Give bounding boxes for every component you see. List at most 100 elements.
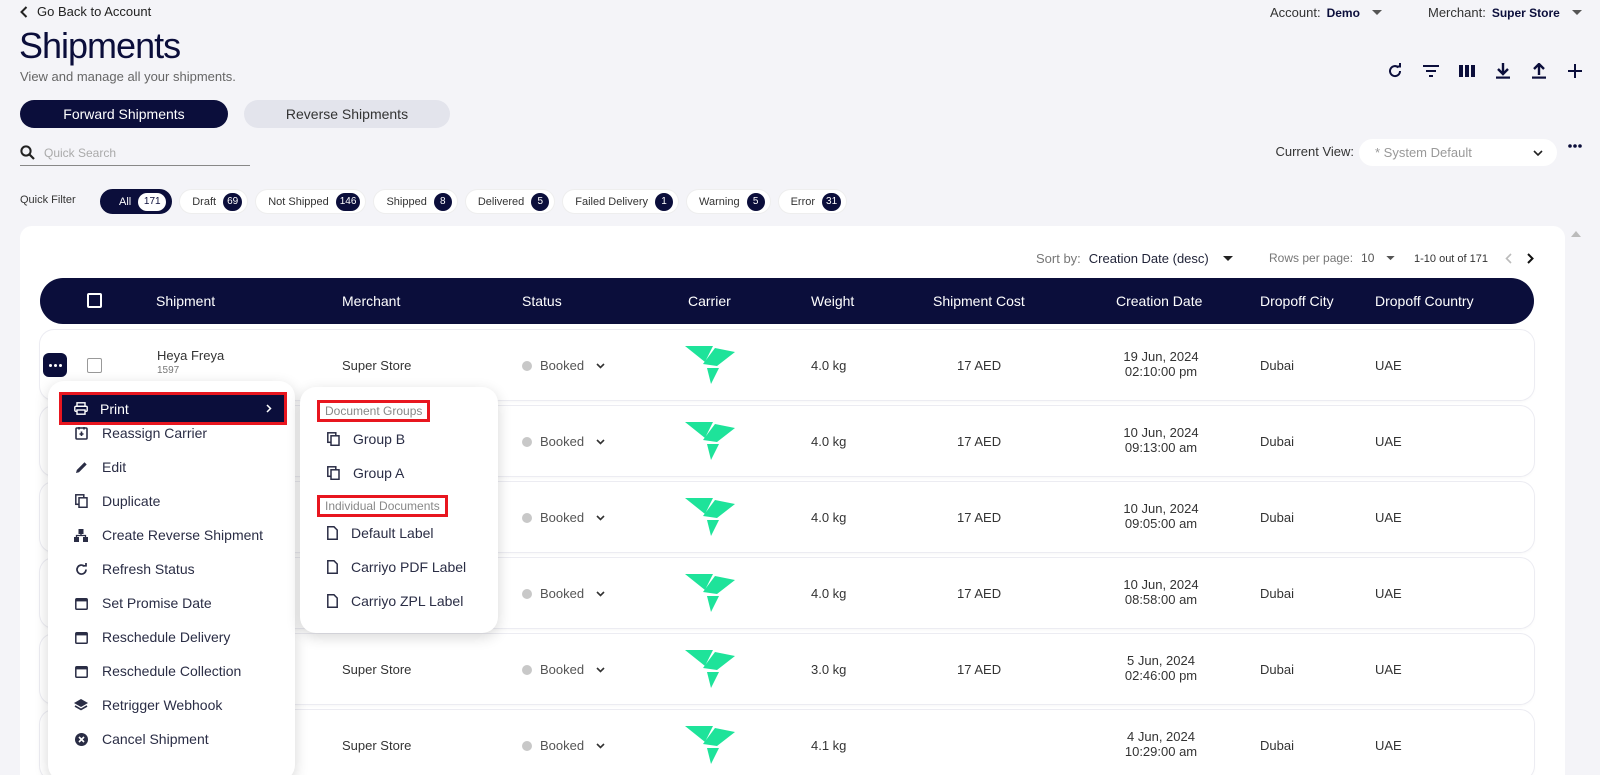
row-actions-button[interactable]: [43, 353, 67, 377]
current-view-select[interactable]: * System Default: [1359, 139, 1557, 166]
carrier-logo-icon: [685, 422, 735, 460]
rows-per-page-label: Rows per page:: [1269, 251, 1354, 265]
column-dropoff-city[interactable]: Dropoff City: [1260, 293, 1334, 309]
filter-chip-error[interactable]: Error 31: [777, 189, 848, 214]
add-icon[interactable]: [1566, 62, 1584, 80]
filter-chip-shipped[interactable]: Shipped 8: [373, 189, 458, 214]
submenu-item-carriyo-pdf-label[interactable]: Carriyo PDF Label: [327, 559, 466, 575]
search-input[interactable]: [44, 145, 234, 160]
menu-item-cancel-shipment[interactable]: Cancel Shipment: [74, 731, 209, 747]
toolbar: [1386, 62, 1584, 80]
dropoff-country-cell: UAE: [1375, 510, 1402, 525]
menu-item-refresh-status[interactable]: Refresh Status: [74, 561, 195, 577]
copy-icon: [74, 494, 88, 508]
menu-item-label: Edit: [102, 459, 127, 475]
shipment-name[interactable]: Heya Freya: [157, 348, 225, 363]
filter-chip-not-shipped[interactable]: Not Shipped 146: [255, 189, 367, 214]
dropoff-city-cell: Dubai: [1260, 434, 1294, 449]
status-dropdown[interactable]: Booked: [522, 586, 605, 601]
menu-item-create-reverse-shipment[interactable]: Create Reverse Shipment: [74, 527, 263, 543]
document-icon: [327, 594, 338, 608]
prev-page-icon[interactable]: [1505, 253, 1512, 264]
tab-forward-shipments[interactable]: Forward Shipments: [20, 100, 228, 128]
sort-label: Sort by:: [1036, 251, 1081, 266]
status-label: Booked: [540, 738, 585, 753]
account-selector[interactable]: Account: Demo: [1270, 5, 1382, 20]
menu-item-duplicate[interactable]: Duplicate: [74, 493, 160, 509]
column-shipment-cost[interactable]: Shipment Cost: [933, 293, 1025, 309]
filter-chip-failed-delivery[interactable]: Failed Delivery 1: [562, 189, 680, 214]
calendar-icon: [74, 596, 88, 610]
sort-control[interactable]: Sort by: Creation Date (desc): [1036, 251, 1233, 266]
status-dropdown[interactable]: Booked: [522, 510, 605, 525]
submenu-item-default-label[interactable]: Default Label: [327, 525, 434, 541]
column-merchant[interactable]: Merchant: [342, 293, 401, 309]
filter-chip-warning[interactable]: Warning 5: [686, 189, 771, 214]
status-dot: [522, 360, 532, 371]
submenu-item-carriyo-zpl-label[interactable]: Carriyo ZPL Label: [327, 593, 463, 609]
menu-item-set-promise-date[interactable]: Set Promise Date: [74, 595, 212, 611]
next-page-icon[interactable]: [1527, 253, 1534, 264]
merchant-cell: Super Store: [342, 662, 412, 677]
carrier-logo-icon: [685, 650, 735, 688]
cost-cell: 17 AED: [957, 434, 1002, 449]
column-shipment[interactable]: Shipment: [156, 293, 216, 309]
column-dropoff-country[interactable]: Dropoff Country: [1375, 293, 1474, 309]
creation-time: 02:46:00 pm: [1124, 668, 1198, 683]
creation-time: 09:13:00 am: [1124, 440, 1198, 455]
chip-count: 146: [335, 192, 361, 211]
more-options-icon[interactable]: [1568, 144, 1582, 148]
status-label: Booked: [540, 510, 585, 525]
status-dropdown[interactable]: Booked: [522, 662, 605, 677]
dropoff-country-cell: UAE: [1375, 738, 1402, 753]
carrier-logo-icon: [685, 574, 735, 612]
quick-filter-label: Quick Filter: [20, 194, 76, 206]
pencil-icon: [74, 460, 88, 474]
row-checkbox[interactable]: [87, 358, 102, 373]
menu-item-reschedule-delivery[interactable]: Reschedule Delivery: [74, 629, 230, 645]
column-weight[interactable]: Weight: [811, 293, 855, 309]
status-dropdown[interactable]: Booked: [522, 358, 605, 373]
select-all-checkbox[interactable]: [87, 293, 102, 308]
creation-date-cell: 10 Jun, 2024 08:58:00 am: [1118, 577, 1204, 607]
status-dot: [522, 664, 532, 675]
scroll-up-icon[interactable]: [1571, 230, 1581, 237]
menu-item-reschedule-collection[interactable]: Reschedule Collection: [74, 663, 241, 679]
columns-icon[interactable]: [1458, 62, 1476, 80]
submenu-item-group-a[interactable]: Group A: [327, 465, 404, 481]
back-link[interactable]: Go Back to Account: [20, 4, 151, 19]
filter-chip-all[interactable]: All 171: [100, 189, 173, 214]
filter-chip-draft[interactable]: Draft 69: [179, 189, 249, 214]
caret-down-icon: [1386, 255, 1396, 261]
menu-item-reassign-carrier[interactable]: Reassign Carrier: [74, 425, 207, 441]
page-title: Shipments: [19, 25, 181, 66]
carrier-logo-icon: [685, 726, 735, 764]
tab-reverse-shipments[interactable]: Reverse Shipments: [244, 100, 450, 128]
menu-item-print[interactable]: Print: [59, 392, 287, 425]
column-creation-date[interactable]: Creation Date: [1116, 293, 1203, 309]
menu-item-label: Reassign Carrier: [102, 425, 208, 441]
menu-item-retrigger-webhook[interactable]: Retrigger Webhook: [74, 697, 222, 713]
creation-date-cell: 5 Jun, 2024 02:46:00 pm: [1118, 653, 1204, 683]
column-status[interactable]: Status: [522, 293, 562, 309]
caret-down-icon: [1571, 9, 1582, 16]
rows-per-page[interactable]: Rows per page: 10: [1269, 251, 1396, 265]
chip-label: Shipped: [386, 195, 427, 208]
menu-item-label: Print: [100, 400, 129, 417]
submenu-item-group-b[interactable]: Group B: [327, 431, 405, 447]
filter-icon[interactable]: [1422, 62, 1440, 80]
refresh-icon[interactable]: [1386, 62, 1404, 80]
download-icon[interactable]: [1494, 62, 1512, 80]
chip-count: 31: [822, 192, 842, 211]
merchant-selector[interactable]: Merchant: Super Store: [1428, 5, 1582, 20]
upload-icon[interactable]: [1530, 62, 1548, 80]
status-dropdown[interactable]: Booked: [522, 738, 605, 753]
creation-date: 10 Jun, 2024: [1123, 501, 1199, 516]
refresh-icon: [74, 562, 88, 576]
filter-chip-delivered[interactable]: Delivered 5: [464, 189, 556, 214]
menu-item-edit[interactable]: Edit: [74, 459, 126, 475]
column-carrier[interactable]: Carrier: [688, 293, 731, 309]
status-dropdown[interactable]: Booked: [522, 434, 605, 449]
status-label: Booked: [540, 586, 585, 601]
chip-count: 5: [746, 192, 765, 211]
